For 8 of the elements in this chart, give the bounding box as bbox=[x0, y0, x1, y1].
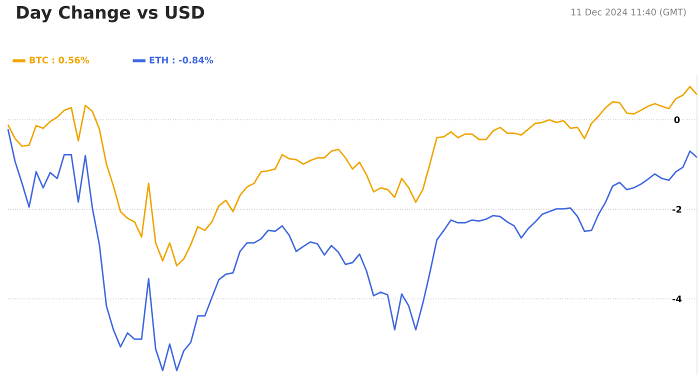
y-tick-label: -2 bbox=[672, 206, 682, 213]
y-tick-label: -4 bbox=[672, 296, 682, 302]
y-tick-label: 0 bbox=[674, 116, 680, 124]
legend-label: BTC : 0.56% bbox=[30, 56, 90, 64]
legend-label: ETH : -0.84% bbox=[150, 56, 214, 64]
chart-title: Day Change vs USD bbox=[17, 6, 204, 22]
line-series bbox=[7, 128, 698, 372]
text: 11 Dec 2024 11:40 (GMT) bbox=[571, 8, 686, 17]
